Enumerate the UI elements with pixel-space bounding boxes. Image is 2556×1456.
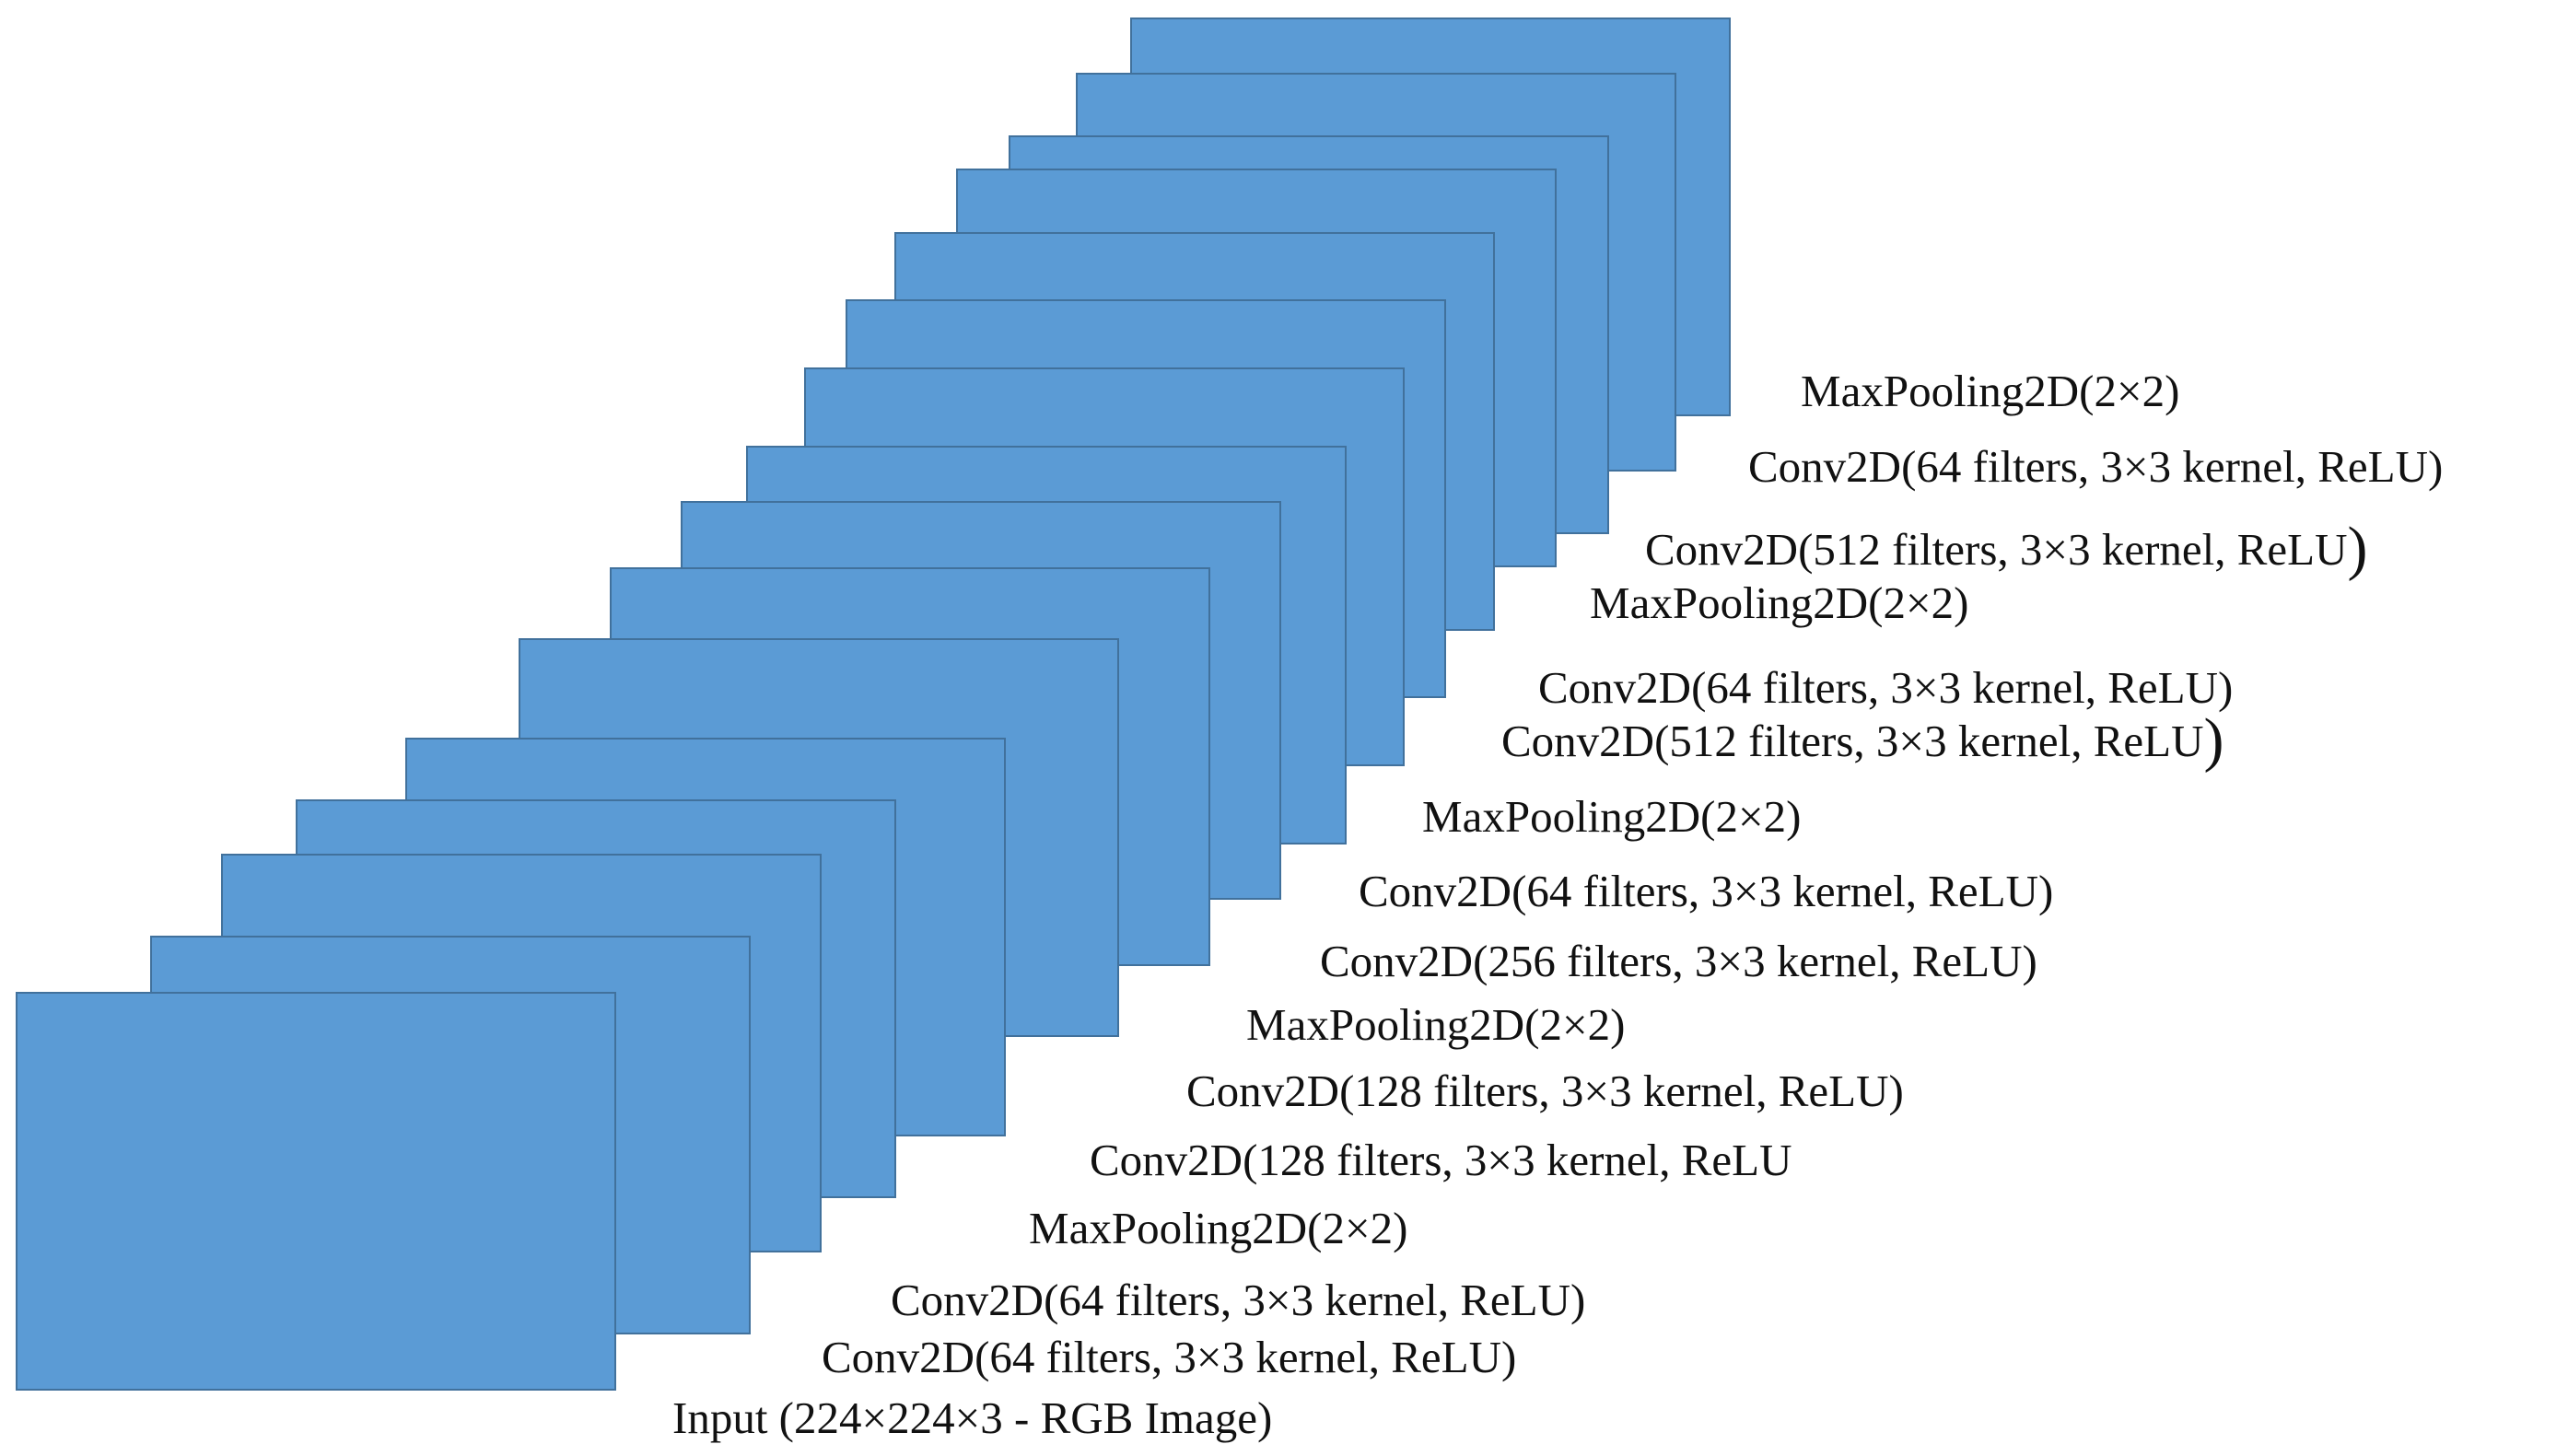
layer-label-text: MaxPooling2D(2×2) bbox=[1246, 999, 1626, 1050]
layer-label-16: Input (224×224×3 - RGB Image) bbox=[672, 1395, 1272, 1440]
layer-label-text: Input (224×224×3 - RGB Image) bbox=[672, 1392, 1273, 1443]
closing-paren: ) bbox=[2203, 706, 2224, 774]
layer-label-12: Conv2D(128 filters, 3×3 kernel, ReLU bbox=[1090, 1137, 1792, 1182]
layer-label-14: Conv2D(64 filters, 3×3 kernel, ReLU) bbox=[891, 1277, 1585, 1322]
layer-label-15: Conv2D(64 filters, 3×3 kernel, ReLU) bbox=[822, 1334, 1516, 1380]
layer-label-text: Conv2D(64 filters, 3×3 kernel, ReLU) bbox=[1748, 441, 2444, 492]
layer-label-text: Conv2D(64 filters, 3×3 kernel, ReLU) bbox=[822, 1332, 1517, 1382]
layer-label-text: Conv2D(64 filters, 3×3 kernel, ReLU) bbox=[1359, 866, 2054, 916]
layer-label-1: MaxPooling2D(2×2) bbox=[1801, 368, 2179, 414]
layer-label-11: Conv2D(128 filters, 3×3 kernel, ReLU) bbox=[1186, 1068, 1904, 1113]
layer-label-7: MaxPooling2D(2×2) bbox=[1422, 794, 1801, 839]
layer-label-10: MaxPooling2D(2×2) bbox=[1246, 1002, 1625, 1047]
layer-label-text: Conv2D(64 filters, 3×3 kernel, ReLU) bbox=[1538, 662, 2234, 713]
layer-label-text: Conv2D(512 filters, 3×3 kernel, ReLU bbox=[1645, 524, 2348, 575]
layer-label-text: MaxPooling2D(2×2) bbox=[1029, 1203, 1408, 1253]
layer-label-text: Conv2D(64 filters, 3×3 kernel, ReLU) bbox=[891, 1275, 1586, 1325]
layer-label-5: Conv2D(64 filters, 3×3 kernel, ReLU) bbox=[1538, 665, 2233, 710]
layer-label-8: Conv2D(64 filters, 3×3 kernel, ReLU) bbox=[1359, 868, 2053, 914]
closing-paren: ) bbox=[2347, 515, 2368, 582]
layer-block-16 bbox=[16, 992, 616, 1391]
layer-label-text: Conv2D(512 filters, 3×3 kernel, ReLU bbox=[1501, 716, 2204, 766]
layer-label-text: MaxPooling2D(2×2) bbox=[1801, 366, 2180, 416]
layer-label-9: Conv2D(256 filters, 3×3 kernel, ReLU) bbox=[1320, 938, 2037, 984]
layer-label-text: Conv2D(128 filters, 3×3 kernel, ReLU bbox=[1090, 1135, 1792, 1185]
layer-label-text: MaxPooling2D(2×2) bbox=[1422, 791, 1802, 842]
layer-label-2: Conv2D(64 filters, 3×3 kernel, ReLU) bbox=[1748, 444, 2443, 489]
layer-label-text: Conv2D(256 filters, 3×3 kernel, ReLU) bbox=[1320, 936, 2037, 986]
layer-label-4: MaxPooling2D(2×2) bbox=[1590, 580, 1968, 625]
layer-label-3: Conv2D(512 filters, 3×3 kernel, ReLU) bbox=[1645, 515, 2368, 582]
layer-label-text: Conv2D(128 filters, 3×3 kernel, ReLU) bbox=[1186, 1066, 1904, 1116]
layer-label-13: MaxPooling2D(2×2) bbox=[1029, 1206, 1407, 1251]
layer-label-text: MaxPooling2D(2×2) bbox=[1590, 577, 1969, 628]
layer-label-6: Conv2D(512 filters, 3×3 kernel, ReLU) bbox=[1501, 706, 2224, 774]
